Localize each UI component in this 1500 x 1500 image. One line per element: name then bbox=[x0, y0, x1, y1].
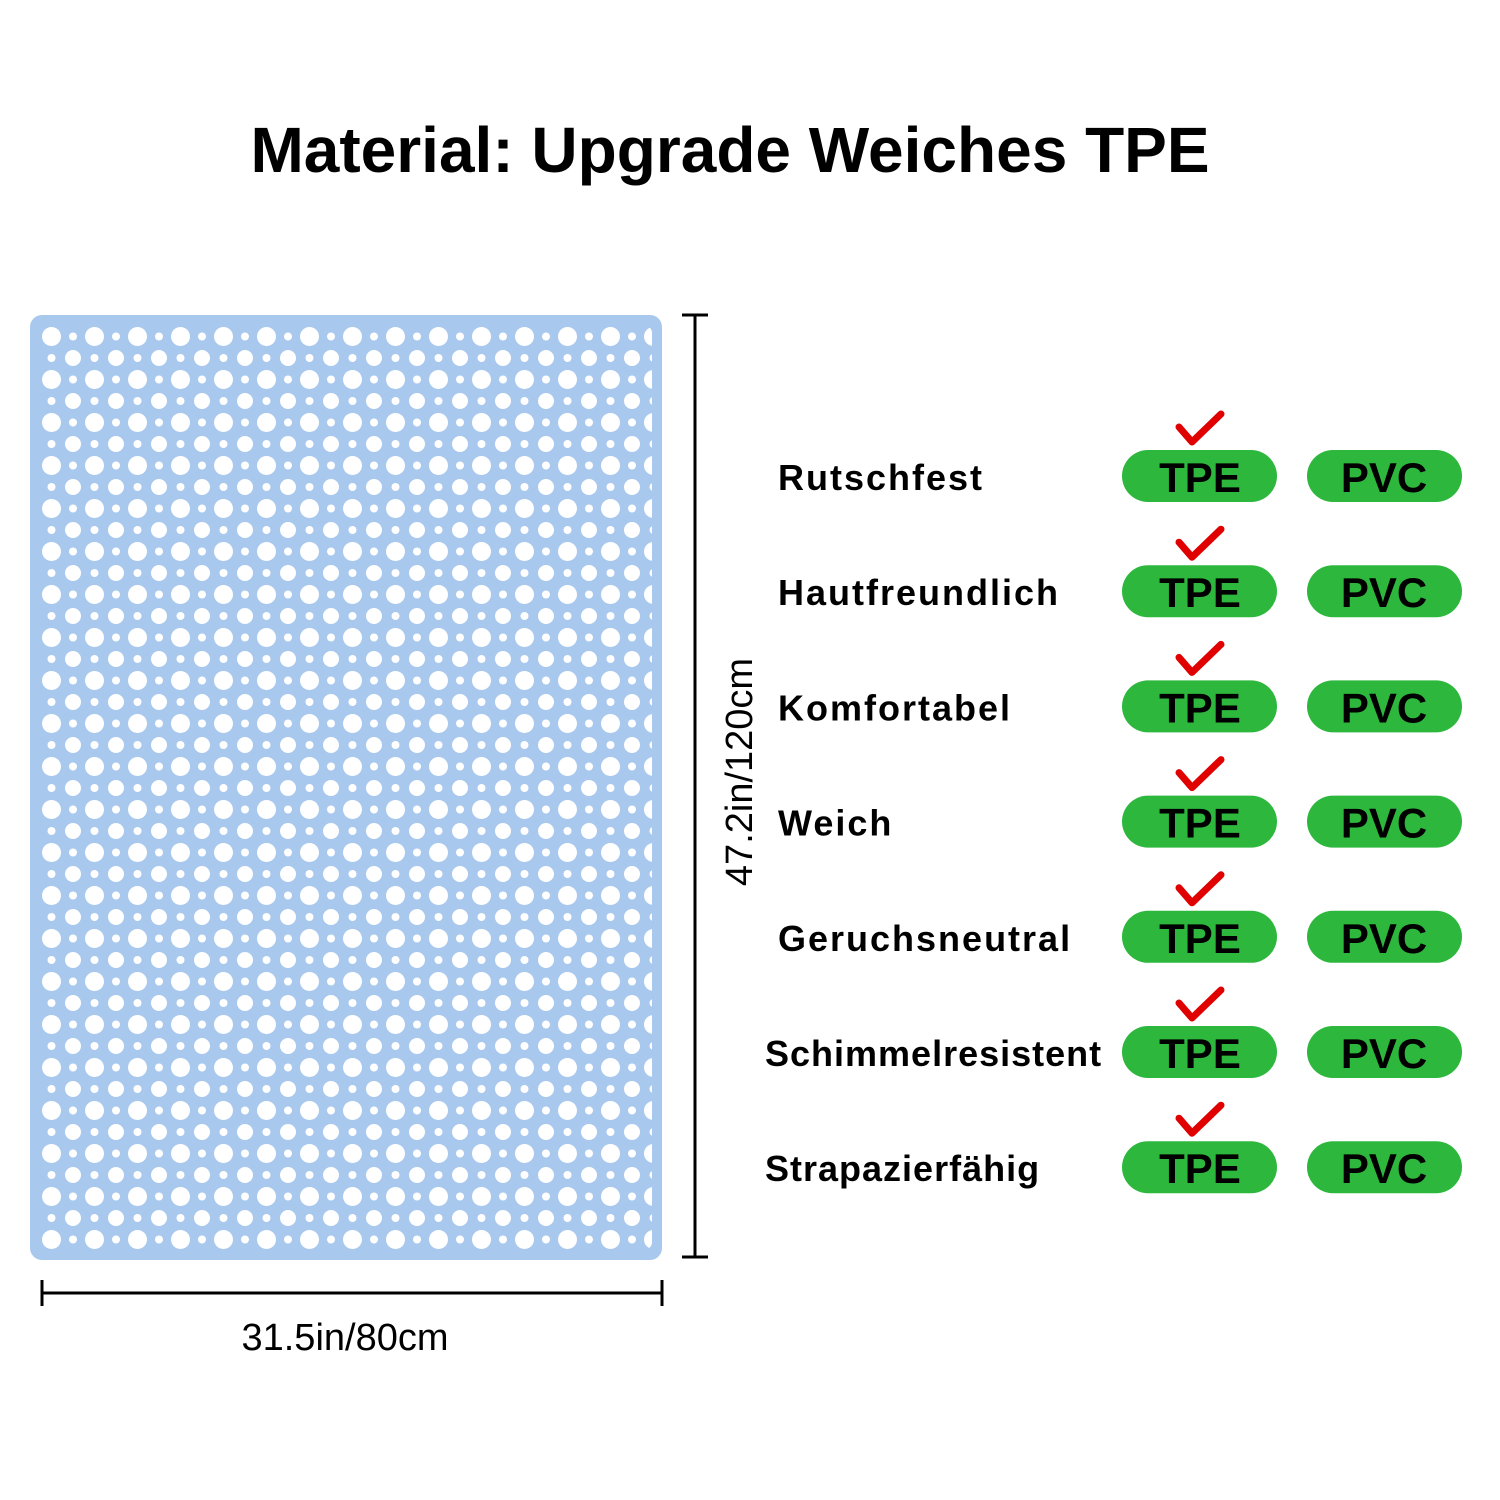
tpe-pill bbox=[1122, 565, 1277, 618]
tpe-label: TPE bbox=[1159, 454, 1241, 501]
tpe-label: TPE bbox=[1159, 800, 1241, 847]
width-dimension-line bbox=[40, 1280, 664, 1306]
pvc-label: PVC bbox=[1341, 1145, 1427, 1192]
feature-label: Strapazierfähig bbox=[765, 1148, 1040, 1189]
pvc-pill bbox=[1307, 565, 1462, 618]
comparison: Rutschfest TPE PVC Hautfreundlich TPE PVC Komf… bbox=[765, 410, 1462, 1194]
checkmark bbox=[1175, 640, 1225, 676]
checkmark bbox=[1175, 986, 1225, 1022]
checkmark bbox=[1175, 871, 1225, 907]
pvc-label: PVC bbox=[1341, 800, 1427, 847]
pvc-label: PVC bbox=[1341, 569, 1427, 616]
pvc-pill bbox=[1307, 1141, 1462, 1194]
tpe-label: TPE bbox=[1159, 915, 1241, 962]
tpe-label: TPE bbox=[1159, 1145, 1241, 1192]
pvc-label: PVC bbox=[1341, 684, 1427, 731]
feature-label: Weich bbox=[778, 803, 893, 844]
mat-pattern bbox=[40, 325, 652, 1250]
tpe-pill bbox=[1122, 910, 1277, 963]
tpe-pill bbox=[1122, 680, 1277, 733]
pvc-label: PVC bbox=[1341, 454, 1427, 501]
tpe-label: TPE bbox=[1159, 1030, 1241, 1077]
tpe-label: TPE bbox=[1159, 569, 1241, 616]
width-label: 31.5in/80cm bbox=[241, 1317, 448, 1359]
feature-label: Komfortabel bbox=[778, 687, 1012, 728]
feature-label: Rutschfest bbox=[778, 457, 984, 498]
tpe-pill bbox=[1122, 1026, 1277, 1078]
feature-label: Hautfreundlich bbox=[778, 572, 1060, 613]
pvc-pill bbox=[1307, 450, 1462, 502]
tpe-label: TPE bbox=[1159, 684, 1241, 731]
checkmark bbox=[1175, 1101, 1225, 1137]
feature-label: Geruchsneutral bbox=[778, 918, 1072, 959]
pvc-pill bbox=[1307, 910, 1462, 963]
checkmark bbox=[1175, 525, 1225, 561]
checkmark bbox=[1175, 756, 1225, 792]
height-label: 47.2in/120cm bbox=[719, 658, 761, 886]
pvc-pill bbox=[1307, 795, 1462, 848]
height-dimension-line bbox=[682, 313, 708, 1259]
tpe-pill bbox=[1122, 1141, 1277, 1194]
feature-label: Schimmelresistent bbox=[765, 1033, 1102, 1074]
pvc-label: PVC bbox=[1341, 1030, 1427, 1077]
tpe-pill bbox=[1122, 450, 1277, 502]
pvc-label: PVC bbox=[1341, 915, 1427, 962]
pvc-pill bbox=[1307, 1026, 1462, 1078]
tpe-pill bbox=[1122, 795, 1277, 848]
checkmark bbox=[1175, 410, 1225, 446]
pvc-pill bbox=[1307, 680, 1462, 733]
title: Material: Upgrade Weiches TPE bbox=[250, 114, 1209, 186]
